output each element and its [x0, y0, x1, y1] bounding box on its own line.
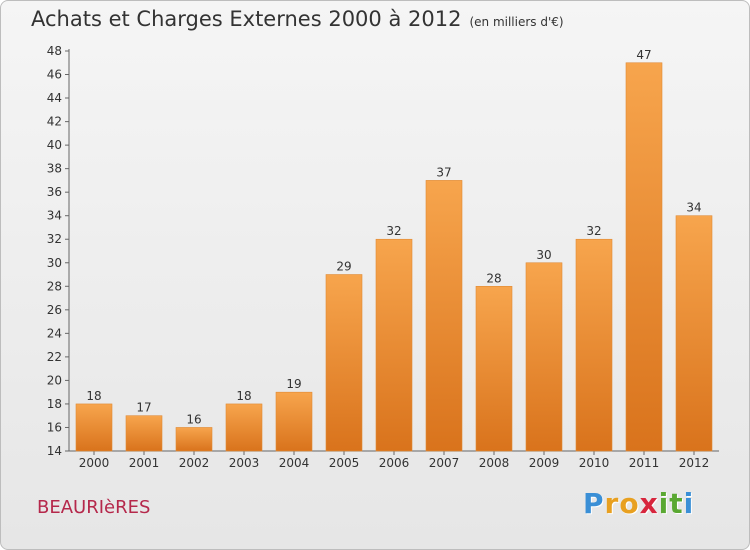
- bar-value-label: 19: [286, 377, 301, 391]
- y-tick-label: 14: [47, 444, 62, 458]
- chart-title: Achats et Charges Externes 2000 à 2012 (e…: [31, 7, 564, 31]
- y-tick-label: 32: [47, 232, 62, 246]
- bar-value-label: 32: [386, 224, 401, 238]
- bar: [125, 415, 163, 452]
- y-tick-label: 38: [47, 162, 62, 176]
- x-tick-label: 2003: [229, 456, 260, 470]
- bar: [275, 391, 313, 452]
- commune-name: BEAURIèRES: [37, 497, 151, 518]
- x-tick-label: 2001: [129, 456, 160, 470]
- y-tick-label: 48: [47, 44, 62, 58]
- bar-value-label: 32: [586, 224, 601, 238]
- y-tick-label: 46: [47, 68, 62, 82]
- bar: [575, 238, 613, 452]
- logo-letter: r: [604, 487, 620, 520]
- x-tick-label: 2010: [579, 456, 610, 470]
- x-tick-label: 2008: [479, 456, 510, 470]
- y-tick-label: 30: [47, 256, 62, 270]
- y-tick-label: 34: [47, 209, 62, 223]
- y-tick-label: 18: [47, 397, 62, 411]
- logo-letter: o: [619, 487, 640, 520]
- bar: [425, 180, 463, 452]
- bar-value-label: 37: [436, 165, 451, 179]
- bar: [625, 62, 663, 452]
- y-tick-label: 22: [47, 350, 62, 364]
- x-tick-label: 2002: [179, 456, 210, 470]
- logo-letter: t: [669, 487, 684, 520]
- bar-value-label: 34: [686, 201, 701, 215]
- x-tick-label: 2000: [79, 456, 110, 470]
- bar-value-label: 18: [236, 389, 251, 403]
- x-tick-label: 2009: [529, 456, 560, 470]
- bar-value-label: 30: [536, 248, 551, 262]
- bar-value-label: 17: [136, 401, 151, 415]
- bar-value-label: 29: [336, 260, 351, 274]
- y-tick-label: 42: [47, 115, 62, 129]
- y-tick-label: 44: [47, 91, 62, 105]
- bar: [75, 403, 113, 452]
- y-tick-label: 24: [47, 326, 62, 340]
- x-tick-label: 2007: [429, 456, 460, 470]
- proxiti-logo: Proxiti: [583, 487, 694, 520]
- bar: [475, 285, 513, 452]
- logo-letter: x: [639, 487, 659, 520]
- chart-subtitle: (en milliers d'€): [469, 15, 564, 29]
- x-tick-label: 2004: [279, 456, 310, 470]
- chart-bars: 18 17 16 18 19 29 32 37 28 30 32 47 34: [75, 48, 713, 452]
- chart-title-text: Achats et Charges Externes 2000 à 2012: [31, 7, 462, 31]
- bar: [325, 274, 363, 452]
- bar: [525, 262, 563, 452]
- logo-letter: P: [583, 487, 605, 520]
- y-tick-label: 36: [47, 185, 62, 199]
- y-tick-label: 40: [47, 138, 62, 152]
- logo-letter: i: [683, 487, 695, 520]
- chart-axes: 14 16 18 20 22 24 26 28 30 32 34 36 38 40 42 44 46 48 2000…: [47, 44, 719, 470]
- bar: [375, 238, 413, 452]
- y-tick-label: 16: [47, 420, 62, 434]
- bar-value-label: 18: [86, 389, 101, 403]
- logo-letter: i: [658, 487, 670, 520]
- bar-value-label: 16: [186, 412, 201, 426]
- x-tick-label: 2012: [679, 456, 710, 470]
- x-tick-label: 2005: [329, 456, 360, 470]
- bar-value-label: 28: [486, 271, 501, 285]
- bar: [675, 215, 713, 452]
- x-tick-label: 2006: [379, 456, 410, 470]
- x-tick-label: 2011: [629, 456, 660, 470]
- y-tick-label: 20: [47, 373, 62, 387]
- bar: [225, 403, 263, 452]
- bar-value-label: 47: [636, 48, 651, 62]
- y-tick-label: 28: [47, 279, 62, 293]
- bar: [175, 427, 213, 452]
- y-tick-label: 26: [47, 303, 62, 317]
